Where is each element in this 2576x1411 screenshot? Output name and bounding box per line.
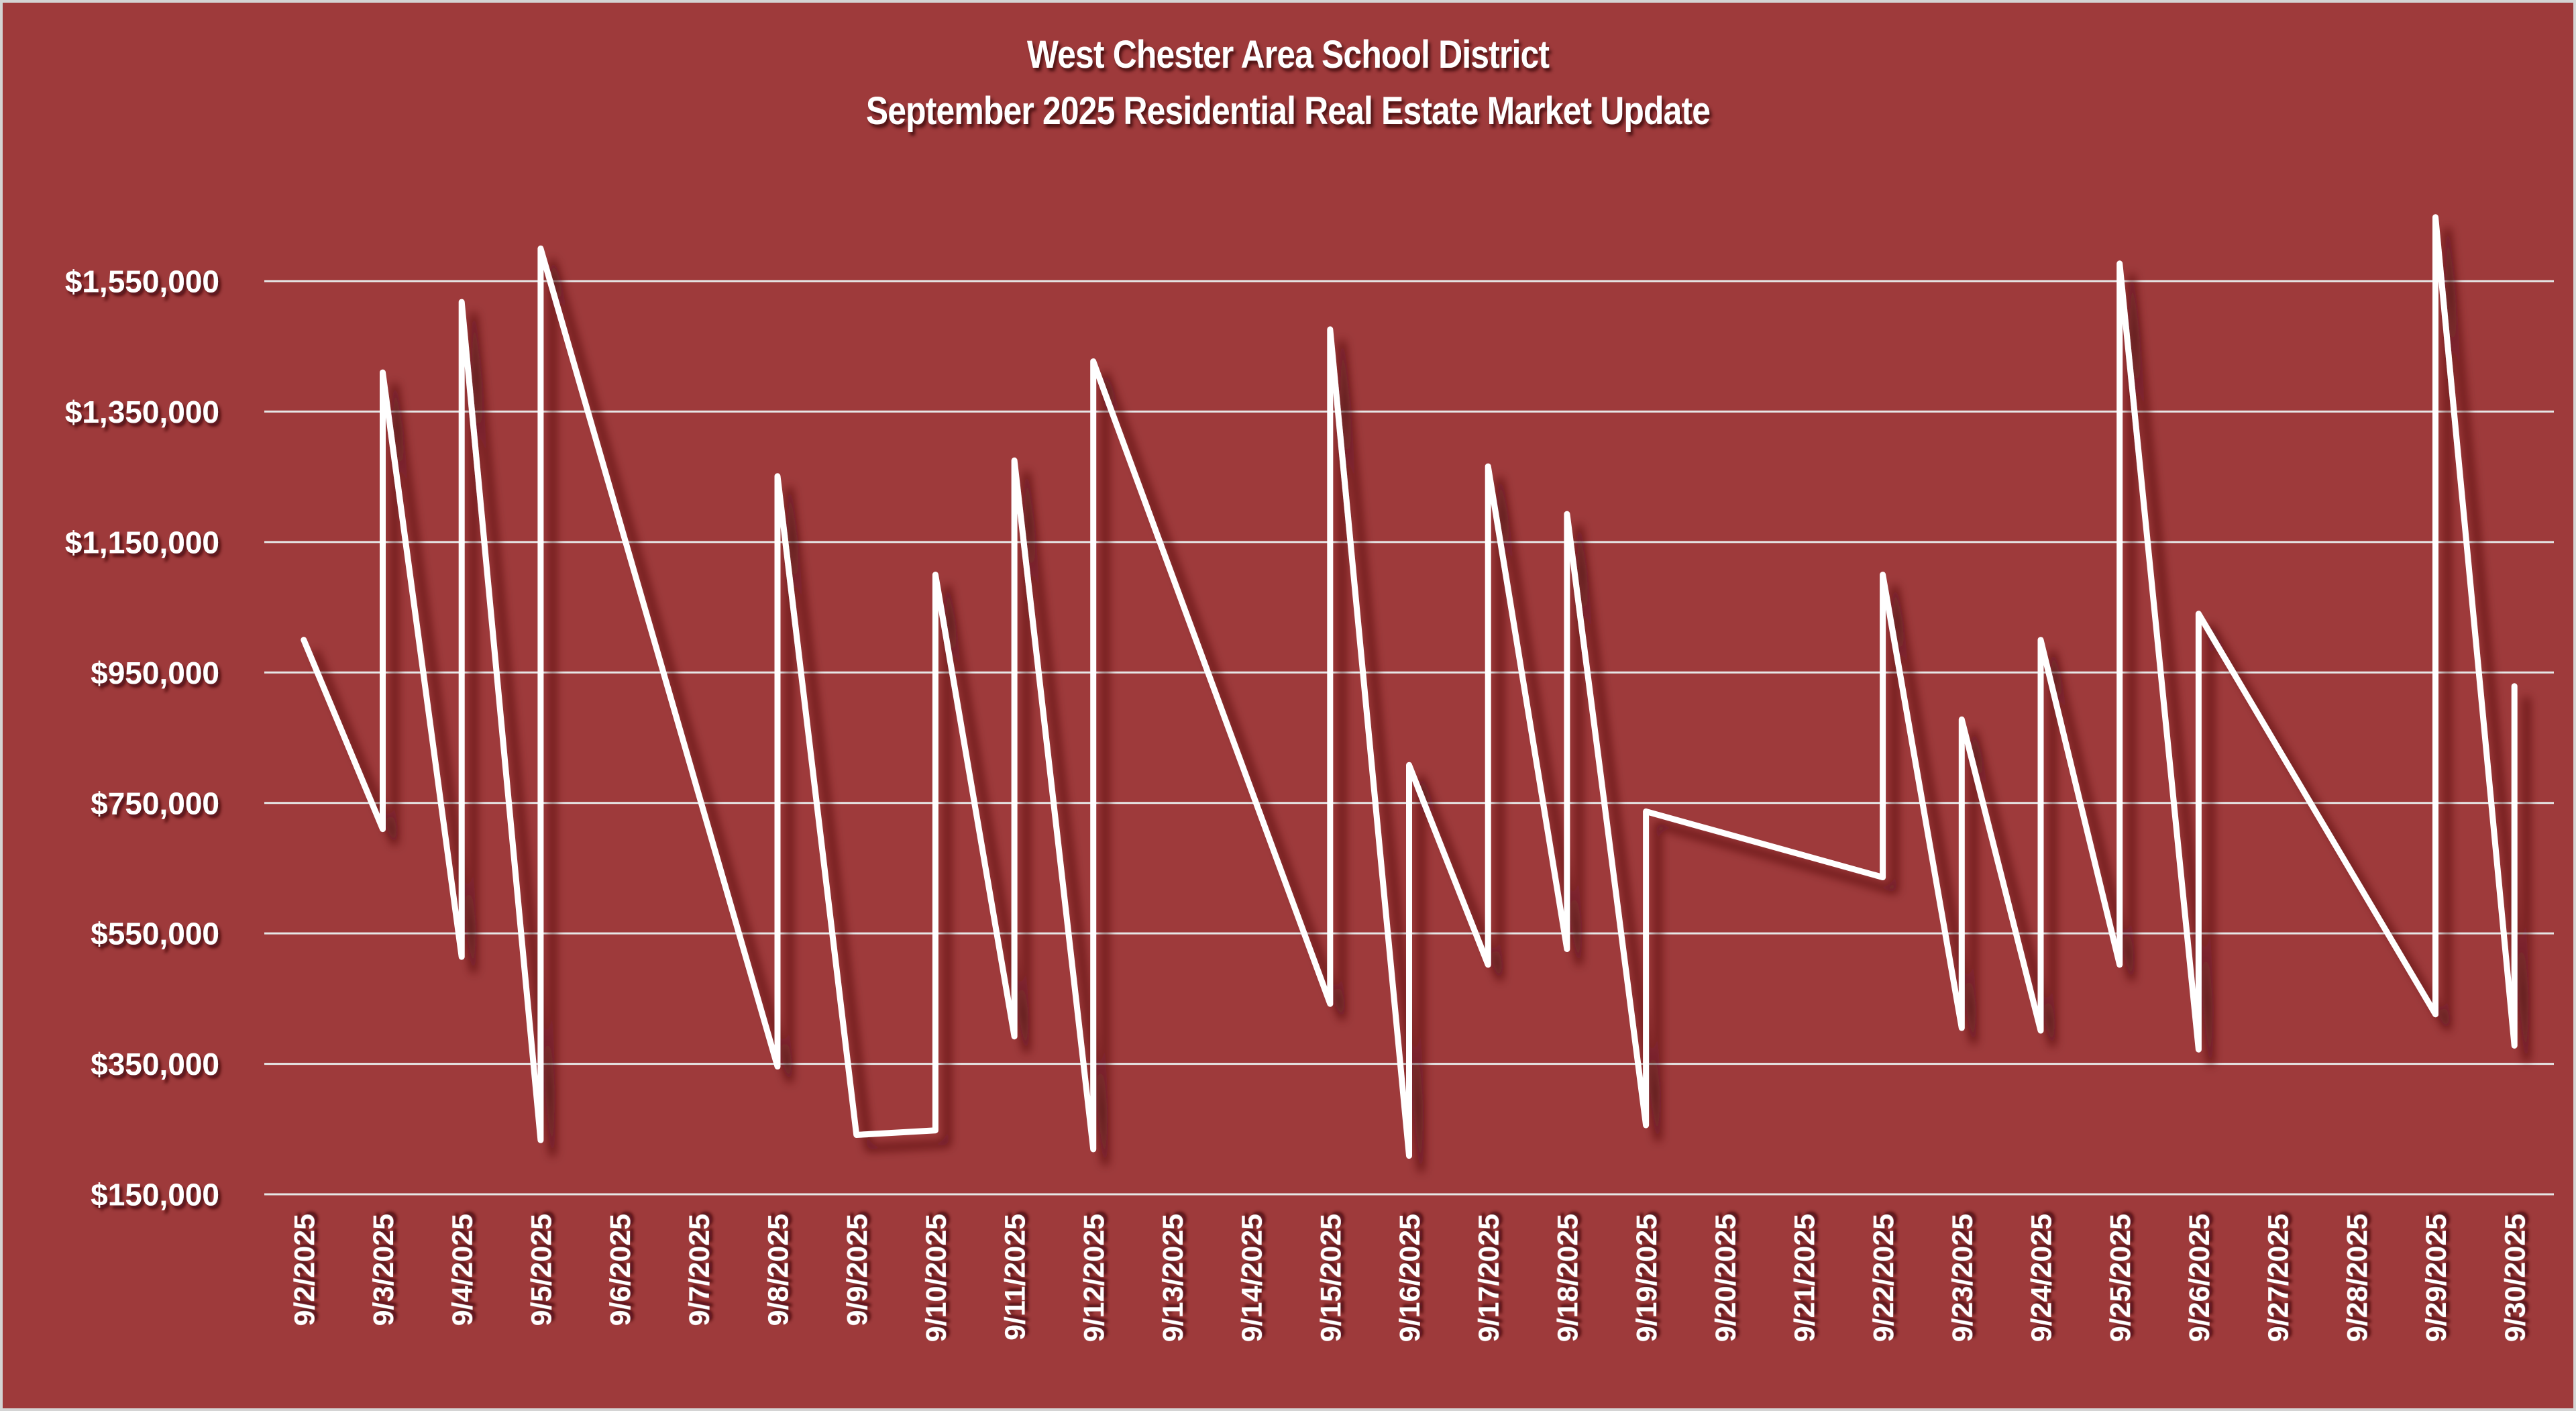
x-axis-tick-label: 9/27/2025 — [2263, 1214, 2295, 1342]
chart-title: West Chester Area School District Septem… — [182, 27, 2394, 140]
x-axis-tick-label: 9/22/2025 — [1868, 1214, 1900, 1342]
x-axis-tick-label: 9/25/2025 — [2104, 1214, 2137, 1342]
x-axis-tick-label: 9/23/2025 — [1947, 1214, 1979, 1342]
x-axis-tick-label: 9/16/2025 — [1394, 1214, 1426, 1342]
plot-area: $150,000 $350,000 $550,000 $750,000 $950,000… — [65, 214, 2554, 1342]
x-axis-labels: 9/2/2025 9/3/2025 9/4/2025 9/5/2025 9/6/2025… — [288, 1214, 2531, 1342]
x-axis-tick-label: 9/18/2025 — [1552, 1214, 1584, 1342]
x-axis-tick-label: 9/19/2025 — [1631, 1214, 1663, 1342]
y-axis-tick-label: $750,000 — [91, 786, 219, 821]
chart-title-line-2: September 2025 Residential Real Estate M… — [865, 89, 1711, 133]
x-axis-tick-label: 9/21/2025 — [1788, 1214, 1821, 1342]
x-axis-tick-label: 9/9/2025 — [841, 1214, 873, 1326]
x-axis-tick-label: 9/26/2025 — [2184, 1214, 2216, 1342]
x-axis-tick-label: 9/28/2025 — [2341, 1214, 2373, 1342]
x-axis-tick-label: 9/10/2025 — [920, 1214, 953, 1342]
x-axis-tick-label: 9/24/2025 — [2025, 1214, 2057, 1342]
x-axis-tick-label: 9/4/2025 — [447, 1214, 479, 1326]
x-axis-tick-label: 9/3/2025 — [368, 1214, 400, 1326]
x-axis-tick-label: 9/8/2025 — [762, 1214, 794, 1326]
y-axis-tick-label: $950,000 — [91, 656, 219, 690]
x-axis-tick-label: 9/15/2025 — [1315, 1214, 1347, 1342]
y-axis-tick-label: $1,350,000 — [65, 395, 219, 429]
x-axis-tick-label: 9/13/2025 — [1157, 1214, 1189, 1342]
y-axis-labels: $150,000 $350,000 $550,000 $750,000 $950,000… — [65, 264, 219, 1212]
y-axis-tick-label: $1,550,000 — [65, 264, 219, 299]
data-line — [301, 214, 2518, 1159]
x-axis-tick-label: 9/11/2025 — [1000, 1214, 1032, 1341]
series-line-sale-price — [301, 214, 2518, 1159]
x-axis-tick-label: 9/17/2025 — [1473, 1214, 1505, 1342]
y-axis-tick-label: $150,000 — [91, 1178, 219, 1212]
x-axis-tick-label: 9/12/2025 — [1078, 1214, 1110, 1342]
x-axis-tick-label: 9/7/2025 — [684, 1214, 716, 1326]
x-axis-tick-label: 9/30/2025 — [2500, 1214, 2532, 1342]
x-axis-tick-label: 9/6/2025 — [604, 1214, 637, 1326]
y-axis-tick-label: $1,150,000 — [65, 525, 219, 560]
x-axis-tick-label: 9/20/2025 — [1710, 1214, 1742, 1342]
y-axis-tick-label: $550,000 — [91, 917, 219, 951]
chart-title-line-1: West Chester Area School District — [1026, 33, 1550, 76]
x-axis-tick-label: 9/2/2025 — [288, 1214, 321, 1326]
x-axis-tick-label: 9/5/2025 — [525, 1214, 557, 1326]
x-axis-tick-label: 9/14/2025 — [1236, 1214, 1269, 1342]
x-axis-tick-label: 9/29/2025 — [2420, 1214, 2453, 1342]
y-axis-tick-label: $350,000 — [91, 1047, 219, 1082]
